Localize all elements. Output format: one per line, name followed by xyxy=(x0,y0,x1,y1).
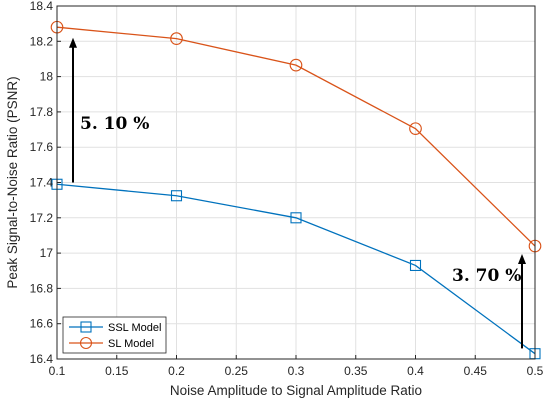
y-tick-label: 17.6 xyxy=(30,140,54,154)
arrow-up-icon xyxy=(518,253,526,349)
y-tick-label: 16.6 xyxy=(30,317,54,331)
x-tick-label: 0.1 xyxy=(49,364,66,378)
y-tick-label: 18 xyxy=(40,70,54,84)
x-tick-label: 0.45 xyxy=(464,364,488,378)
annotation-label-right: 3. 70 % xyxy=(452,266,521,286)
tick-layer: 0.1 0.15 0.2 0.25 0.3 0.35 0.4 0.45 0.5 16.4 16.6 1… xyxy=(30,0,544,378)
y-tick-label: 17.8 xyxy=(30,105,54,119)
x-tick-label: 0.3 xyxy=(288,364,305,378)
x-tick-label: 0.15 xyxy=(105,364,129,378)
y-tick-label: 17.4 xyxy=(30,176,54,190)
y-tick-label: 16.4 xyxy=(30,352,54,366)
annotation-layer xyxy=(69,37,526,349)
y-tick-label: 17.2 xyxy=(30,211,54,225)
data-point-square xyxy=(170,190,183,202)
y-tick-label: 17 xyxy=(40,246,54,260)
x-axis-label: Noise Amplitude to Signal Amplitude Rati… xyxy=(170,383,422,398)
x-tick-label: 0.2 xyxy=(168,364,185,378)
arrow-up-icon xyxy=(69,37,77,183)
legend-square-marker xyxy=(80,321,92,333)
series-layer xyxy=(50,20,542,360)
legend-label-ssl: SSL Model xyxy=(108,322,161,334)
annotation-label-left: 5. 10 % xyxy=(80,114,149,134)
legend: SSL Model SL Model xyxy=(62,316,167,354)
series-line-ssl xyxy=(56,183,536,355)
y-tick-label: 18.4 xyxy=(30,0,54,13)
x-tick-label: 0.35 xyxy=(344,364,368,378)
legend-entry-sl: SL Model xyxy=(69,336,154,350)
x-tick-label: 0.25 xyxy=(225,364,249,378)
x-tick-label: 0.5 xyxy=(527,364,544,378)
data-point-square xyxy=(409,259,422,272)
y-tick-label: 16.8 xyxy=(30,281,54,295)
legend-entry-ssl: SSL Model xyxy=(69,321,161,334)
data-point-circle xyxy=(409,122,422,136)
legend-circle-marker xyxy=(79,336,93,350)
data-point-circle xyxy=(170,32,183,46)
data-point-square xyxy=(290,212,302,224)
legend-box xyxy=(62,316,167,354)
y-axis-label: Peak Signal-to-Noise Ratio (PSNR) xyxy=(5,76,20,288)
x-tick-label: 0.4 xyxy=(407,364,424,378)
data-point-circle xyxy=(289,58,303,72)
legend-label-sl: SL Model xyxy=(108,338,154,350)
y-tick-label: 18.2 xyxy=(30,34,54,48)
series-line-sl xyxy=(56,26,536,247)
